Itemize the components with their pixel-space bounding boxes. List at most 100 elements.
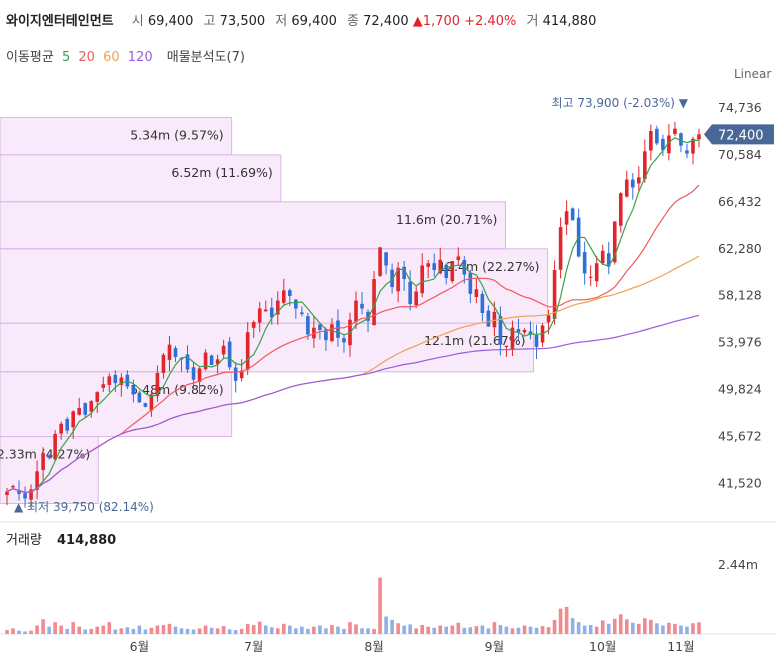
- y-tick-label: 66,432: [718, 194, 762, 209]
- volume-bar: [23, 631, 27, 634]
- volume-bar: [426, 626, 431, 634]
- volume-analysis-label[interactable]: 매물분석도(7): [166, 50, 245, 65]
- volume-bar: [486, 628, 491, 634]
- volume-bar: [209, 627, 214, 634]
- candle-body: [330, 324, 334, 342]
- candle-body: [354, 300, 358, 322]
- current-price-tag: [704, 124, 774, 145]
- volume-bar: [510, 628, 515, 634]
- volume-bar: [600, 620, 605, 634]
- volume-bar: [89, 628, 94, 634]
- x-tick-label: 7월: [244, 639, 263, 654]
- volume-bar: [691, 623, 695, 634]
- scale-label: Linear: [734, 67, 771, 81]
- volume-pane-value: 414,880: [57, 533, 116, 548]
- candle-body: [667, 135, 671, 154]
- candle-body: [390, 269, 394, 287]
- candle-body: [83, 402, 88, 415]
- volume-bar: [263, 625, 268, 634]
- low-label: 저: [275, 14, 288, 29]
- volume-bar: [155, 625, 160, 634]
- volume-bar: [215, 628, 220, 634]
- candle-body: [275, 300, 280, 315]
- candle-body: [685, 150, 689, 154]
- volume-bar: [402, 625, 406, 634]
- candle-body: [263, 309, 268, 312]
- volume-bar: [191, 629, 196, 634]
- volume-bar: [281, 623, 286, 634]
- candle-body: [510, 327, 515, 350]
- candle-body: [360, 303, 364, 309]
- volume-bar: [300, 626, 304, 634]
- candle-body: [528, 331, 533, 335]
- volume-bar: [167, 623, 172, 634]
- volume-profile-bar: [0, 116, 233, 156]
- candle-body: [438, 259, 443, 274]
- volume-bar: [107, 622, 112, 634]
- candle-body: [233, 367, 238, 381]
- volume-bar: [360, 628, 364, 634]
- volume-bar: [53, 622, 57, 634]
- candle-body: [215, 359, 220, 365]
- volume-bar: [468, 627, 473, 634]
- volume-bar: [661, 625, 665, 634]
- volume-bar: [251, 624, 256, 634]
- candle-body: [131, 385, 136, 395]
- candle-body: [606, 253, 611, 267]
- candle-body: [77, 407, 82, 415]
- candle-body: [649, 130, 653, 151]
- volume-bar: [288, 625, 292, 634]
- volume-profile-bar: [0, 201, 506, 250]
- stock-name: 와이지엔터테인먼트: [6, 14, 114, 29]
- candle-body: [384, 252, 388, 266]
- candle-body: [239, 370, 244, 379]
- candle-body: [504, 345, 509, 347]
- volume-bar: [685, 626, 689, 634]
- candle-body: [191, 367, 196, 380]
- candle-body: [492, 311, 497, 328]
- volume-label: 거: [526, 14, 539, 29]
- volume-pane-label: 거래량: [6, 533, 42, 548]
- candle-body: [474, 289, 479, 297]
- candle-body: [588, 276, 593, 278]
- candle-body: [336, 320, 340, 338]
- candle-body: [281, 290, 286, 303]
- x-tick-label: 6월: [130, 639, 149, 654]
- candle-body: [251, 322, 256, 328]
- volume-bar: [673, 623, 677, 634]
- volume-profile-bar: [0, 436, 99, 505]
- volume-bar: [588, 624, 593, 634]
- candle-body: [600, 250, 605, 264]
- candle-body: [444, 264, 449, 278]
- candle-body: [534, 335, 539, 347]
- volume-bar: [161, 624, 166, 634]
- y-tick-label: 45,672: [718, 429, 762, 444]
- volume-bar: [667, 622, 671, 634]
- volume-bar: [29, 630, 33, 634]
- volume-bar: [173, 626, 178, 634]
- volume-bar: [318, 625, 322, 634]
- volume-bar: [245, 623, 250, 634]
- candle-body: [173, 348, 178, 358]
- candle-body: [643, 151, 647, 179]
- candle-body: [209, 355, 214, 366]
- candle-body: [673, 128, 677, 135]
- volume-bar: [534, 627, 539, 634]
- volume-bar: [546, 627, 551, 634]
- volume-bar: [643, 618, 647, 634]
- volume-bar: [71, 622, 76, 634]
- moving-average-legend[interactable]: 이동평균 5 20 60 120 매물분석도(7): [6, 46, 249, 65]
- stock-header: 와이지엔터테인먼트 시 69,400 고 73,500 저 69,400 종 7…: [6, 10, 596, 29]
- candle-body: [17, 490, 21, 494]
- volume-bar: [239, 628, 244, 634]
- volume-bar: [47, 626, 51, 634]
- candle-body: [89, 401, 94, 412]
- volume-bar: [582, 625, 587, 634]
- volume-bar: [5, 630, 9, 634]
- candle-body: [53, 433, 57, 460]
- candle-body: [306, 316, 310, 335]
- volume-profile-label: 11.6m (20.71%): [396, 212, 497, 227]
- volume-bar: [390, 619, 394, 634]
- volume-bar: [131, 628, 136, 634]
